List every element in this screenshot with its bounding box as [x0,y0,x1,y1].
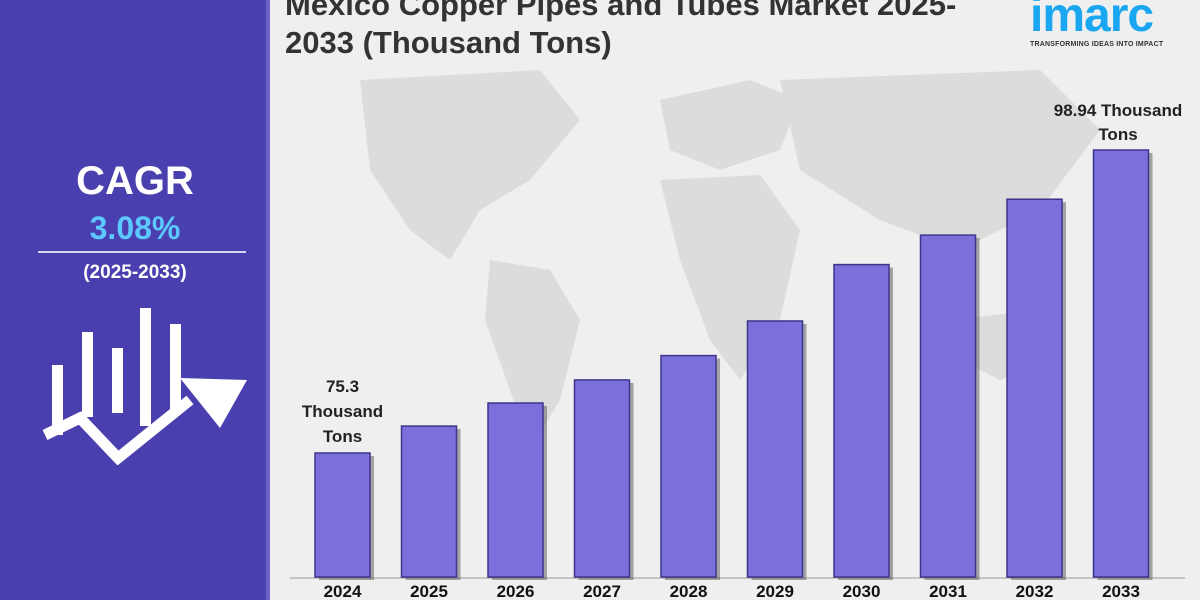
bar-2028 [660,354,717,578]
divider [38,251,246,253]
bar-2029 [746,320,804,578]
data-label-2033: 98.94 Thousand [1054,101,1182,120]
bar-2027 [573,379,631,578]
chart-title: Mexico Copper Pipes and Tubes Market 202… [285,0,957,60]
x-tick-label: 2025 [410,582,448,600]
cagr-value: 3.08% [89,210,181,246]
bar-2025 [400,425,458,578]
x-tick-label: 2027 [583,582,621,600]
x-tick-label: 2028 [670,582,708,600]
cagr-label: CAGR [76,159,194,203]
x-tick-label: 2026 [497,582,535,600]
logo-tagline: TRANSFORMING IDEAS INTO IMPACT [1030,41,1164,48]
x-tick-label: 2024 [324,582,362,600]
x-tick-label: 2030 [843,582,881,600]
data-label-2033: Tons [1098,125,1137,144]
bar-2033 [1092,149,1150,578]
imarc-logo: imarc [1030,0,1154,42]
data-label-2024: Tons [323,427,362,446]
bar-2030 [833,263,890,578]
cagr-panel: CAGR 3.08% (2025-2033) [0,0,270,600]
data-label-2024: Thousand [302,402,383,421]
bar-2031 [919,234,977,578]
x-tick-label: 2031 [929,582,967,600]
bar-2032 [1006,198,1063,578]
bar-2026 [487,402,544,578]
x-tick-label: 2032 [1016,582,1054,600]
data-label-2024: 75.3 [326,377,359,396]
x-tick-label: 2033 [1102,582,1140,600]
bar-2024 [314,452,371,578]
growth-chart-icon [42,308,247,465]
cagr-period: (2025-2033) [83,262,187,283]
x-tick-label: 2029 [756,582,794,600]
